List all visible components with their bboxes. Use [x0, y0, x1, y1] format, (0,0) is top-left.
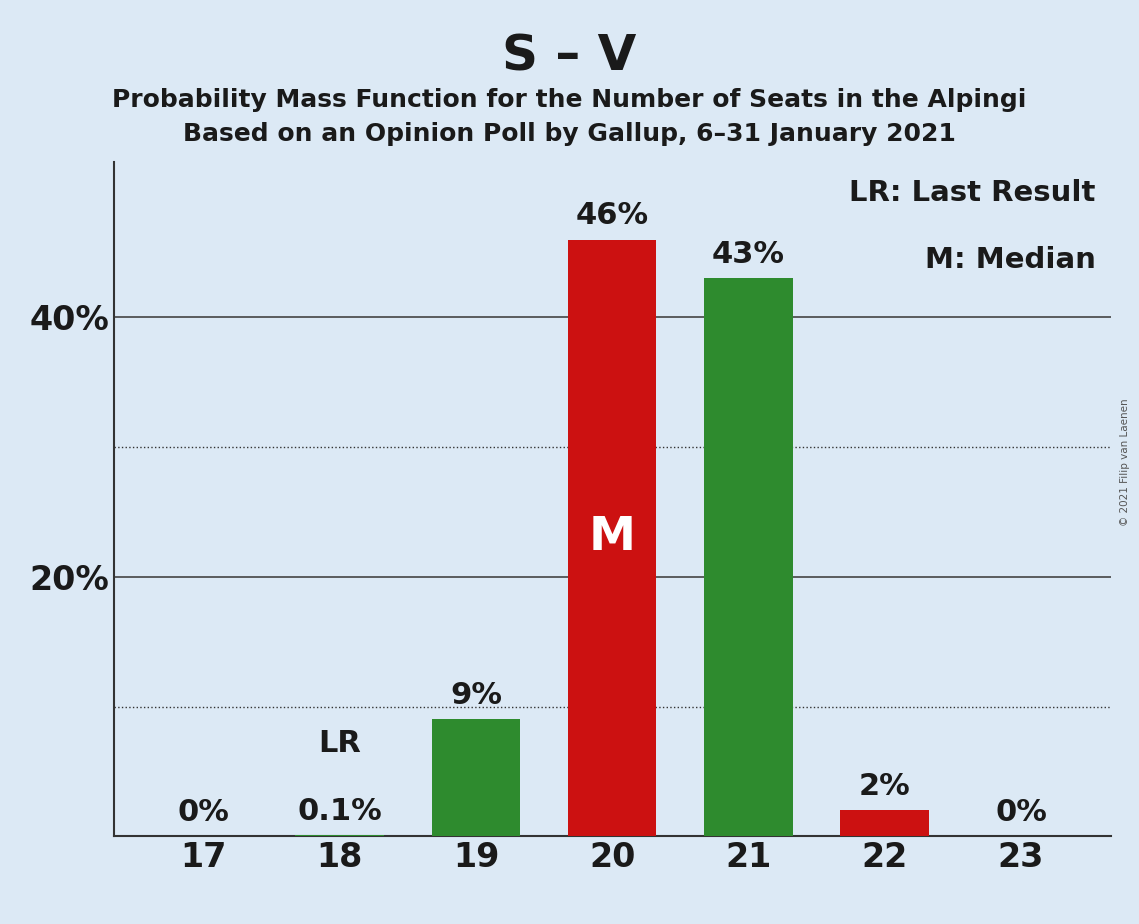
Text: LR: LR: [318, 729, 361, 759]
Text: LR: Last Result: LR: Last Result: [850, 178, 1096, 207]
Text: Based on an Opinion Poll by Gallup, 6–31 January 2021: Based on an Opinion Poll by Gallup, 6–31…: [183, 122, 956, 146]
Bar: [704, 278, 793, 836]
Text: 2%: 2%: [859, 772, 910, 801]
Bar: [432, 720, 521, 836]
Text: 0%: 0%: [995, 798, 1047, 827]
Text: M: M: [589, 516, 636, 560]
Text: © 2021 Filip van Laenen: © 2021 Filip van Laenen: [1121, 398, 1130, 526]
Text: Probability Mass Function for the Number of Seats in the Alpingi: Probability Mass Function for the Number…: [113, 88, 1026, 112]
Text: S – V: S – V: [502, 32, 637, 80]
Bar: [568, 239, 656, 836]
Text: M: Median: M: Median: [925, 246, 1096, 274]
Text: 0.1%: 0.1%: [297, 796, 382, 826]
Text: 43%: 43%: [712, 240, 785, 270]
Text: 0%: 0%: [178, 798, 229, 827]
Text: 9%: 9%: [450, 681, 502, 711]
Bar: [295, 835, 384, 836]
Bar: [841, 810, 929, 836]
Text: 46%: 46%: [575, 201, 649, 230]
